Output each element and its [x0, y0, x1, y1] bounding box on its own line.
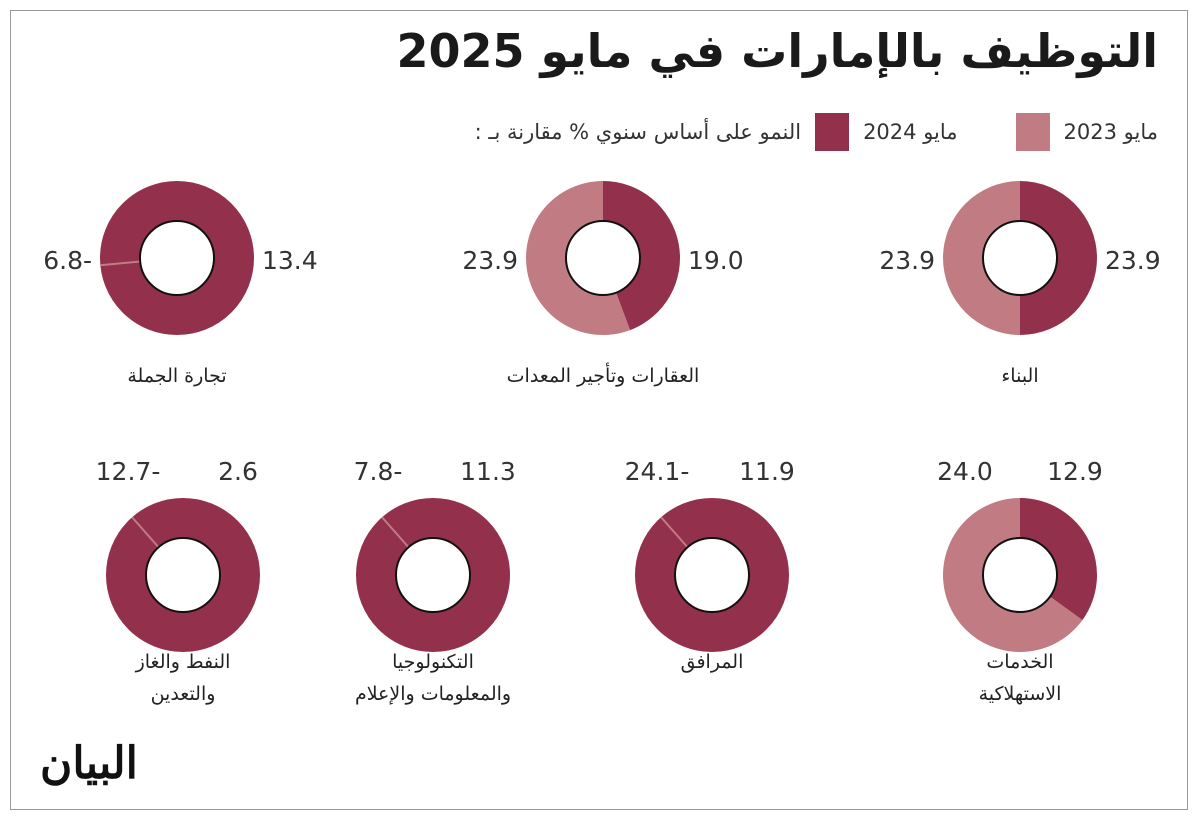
slice-may-2023 — [381, 516, 410, 548]
slice-may-2023 — [943, 181, 1020, 335]
value-may-2023: 23.9 — [879, 246, 935, 275]
value-may-2024: 19.0 — [688, 246, 744, 275]
value-may-2023: 7.8- — [354, 457, 403, 486]
slice-may-2023 — [100, 260, 141, 267]
legend-caption: النمو على أساس سنوي % مقارنة بـ : — [474, 120, 802, 144]
legend-swatch-2023 — [1015, 113, 1050, 151]
donut-5: 11.3 7.8- التكنولوجيا والمعلومات والإعلام — [354, 457, 516, 705]
donut-6: 2.6 12.7- النفط والغاز والتعدين — [96, 457, 260, 705]
category-label: التكنولوجيا — [392, 651, 474, 673]
slice-may-2024 — [635, 498, 789, 652]
value-may-2024: 2.6 — [218, 457, 258, 486]
slice-may-2023 — [526, 181, 631, 335]
category-label: الخدمات — [986, 651, 1053, 673]
legend-swatch-2024 — [815, 113, 850, 151]
legend: النمو على أساس سنوي % مقارنة بـ : مايو 2… — [475, 112, 1158, 152]
donut-2: 13.4 6.8- تجارة الجملة — [43, 181, 318, 387]
slice-may-2024 — [603, 181, 680, 331]
category-label: الاستهلاكية — [979, 683, 1062, 705]
slice-may-2024 — [106, 498, 260, 652]
category-label: البناء — [1001, 365, 1038, 387]
value-may-2023: 24.1- — [625, 457, 690, 486]
donut-hole — [982, 537, 1058, 613]
donut-hole — [982, 220, 1058, 296]
value-may-2023: 6.8- — [43, 246, 92, 275]
category-label: والتعدين — [151, 683, 216, 705]
value-may-2024: 23.9 — [1105, 246, 1161, 275]
donut-0: 23.9 23.9 البناء — [879, 181, 1161, 387]
donut-hole — [395, 537, 471, 613]
donut-hole — [145, 537, 221, 613]
category-label: تجارة الجملة — [127, 365, 226, 387]
donut-hole — [139, 220, 215, 296]
category-label: المرافق — [681, 651, 744, 673]
donut-3: 12.9 24.0 الخدمات الاستهلاكية — [937, 457, 1103, 705]
category-label: النفط والغاز — [135, 651, 231, 673]
value-may-2023: 24.0 — [937, 457, 993, 486]
value-may-2023: 23.9 — [462, 246, 518, 275]
value-may-2024: 13.4 — [262, 246, 318, 275]
category-label: العقارات وتأجير المعدات — [507, 362, 700, 387]
slice-may-2024 — [100, 181, 254, 335]
category-label: والمعلومات والإعلام — [355, 683, 511, 705]
logo: البيان — [40, 738, 138, 789]
slice-may-2024 — [356, 498, 510, 652]
slice-may-2023 — [943, 498, 1083, 652]
donut-hole — [565, 220, 641, 296]
donut-4: 11.9 24.1- المرافق — [625, 457, 795, 673]
slice-may-2024 — [1020, 181, 1097, 335]
value-may-2024: 11.9 — [739, 457, 795, 486]
page-title: التوظيف بالإمارات في مايو 2025 — [396, 24, 1159, 78]
slice-may-2024 — [1020, 498, 1097, 621]
slice-may-2023 — [660, 516, 689, 548]
value-may-2024: 12.9 — [1047, 457, 1103, 486]
legend-label-2024: مايو 2024 — [863, 120, 958, 144]
donut-1: 19.0 23.9 العقارات وتأجير المعدات — [462, 181, 744, 387]
legend-label-2023: مايو 2023 — [1063, 120, 1158, 144]
value-may-2024: 11.3 — [460, 457, 516, 486]
value-may-2023: 12.7- — [96, 457, 161, 486]
slice-may-2023 — [131, 516, 160, 548]
donut-hole — [674, 537, 750, 613]
frame — [10, 10, 1188, 810]
